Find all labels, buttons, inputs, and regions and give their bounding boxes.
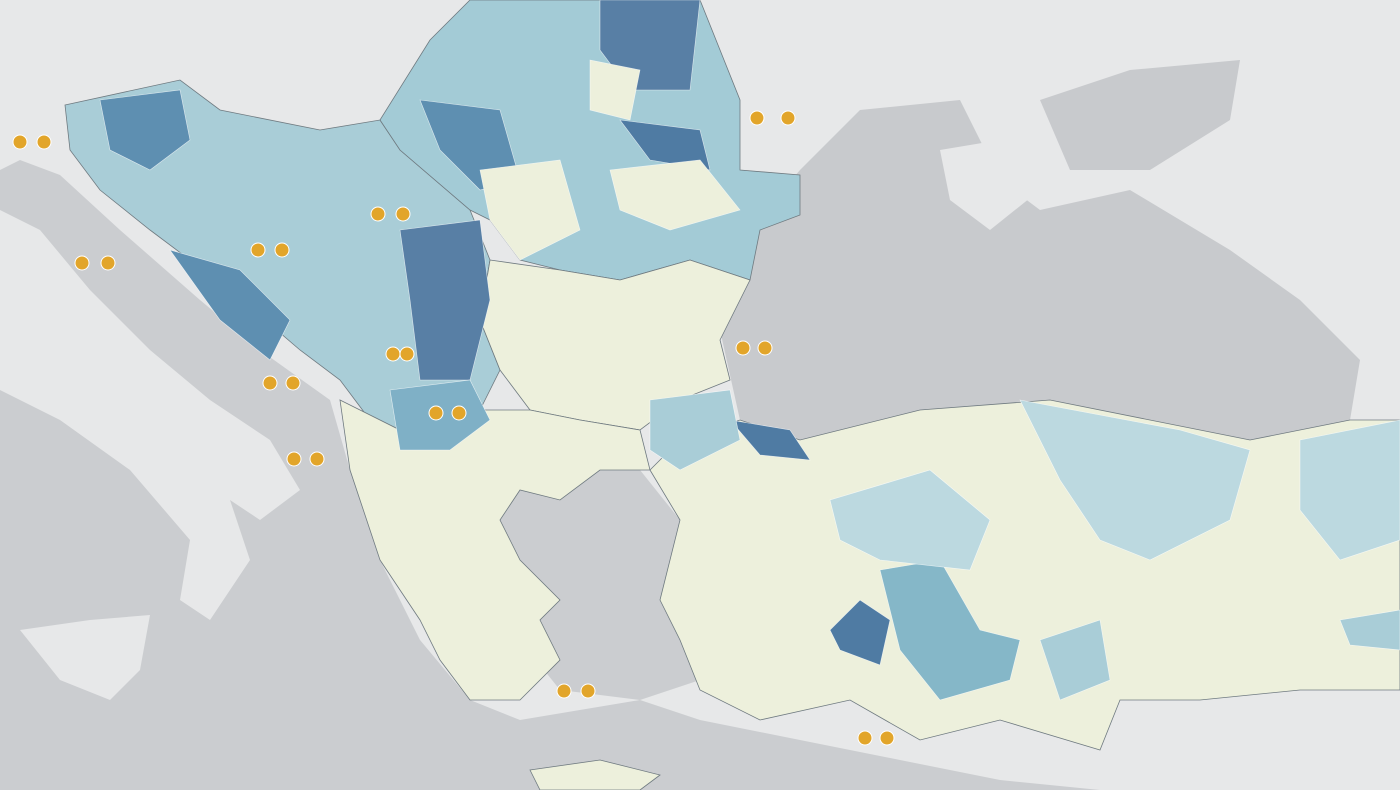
marker-pair[interactable] [428, 405, 467, 421]
marker[interactable] [780, 110, 796, 126]
region-pale [589, 59, 641, 121]
italy [0, 210, 300, 620]
region-light [649, 389, 741, 471]
region-medium [879, 559, 1021, 701]
marker[interactable] [286, 451, 302, 467]
marker-pair[interactable] [385, 346, 415, 362]
region-pale [479, 159, 581, 261]
marker-pair[interactable] [370, 206, 411, 222]
marker[interactable] [395, 206, 411, 222]
marker[interactable] [36, 134, 52, 150]
region-dark [169, 249, 291, 361]
sicily [20, 615, 150, 700]
region-dark [829, 599, 891, 666]
marker-pair[interactable] [250, 242, 290, 258]
marker[interactable] [556, 683, 572, 699]
bulgaria [479, 259, 751, 431]
marker[interactable] [12, 134, 28, 150]
marker[interactable] [857, 730, 873, 746]
region-pale [609, 159, 741, 231]
marker[interactable] [757, 340, 773, 356]
marker[interactable] [274, 242, 290, 258]
marker[interactable] [399, 346, 415, 362]
marker[interactable] [451, 405, 467, 421]
marker[interactable] [428, 405, 444, 421]
crimea [940, 140, 1040, 230]
marker[interactable] [309, 451, 325, 467]
marker[interactable] [749, 110, 765, 126]
marker-pair[interactable] [74, 255, 116, 271]
marker[interactable] [285, 375, 301, 391]
region-light [1299, 419, 1400, 561]
marker-pair[interactable] [857, 730, 895, 746]
marker[interactable] [100, 255, 116, 271]
region-light [1339, 609, 1400, 651]
marker[interactable] [370, 206, 386, 222]
greece [339, 399, 651, 701]
region-light [829, 469, 991, 571]
marker-pair[interactable] [749, 110, 796, 126]
black-sea [720, 100, 1360, 440]
marker-pair[interactable] [286, 451, 325, 467]
marker[interactable] [250, 242, 266, 258]
region-light [1019, 399, 1251, 561]
marker-pair[interactable] [262, 375, 301, 391]
marker-pair[interactable] [556, 683, 596, 699]
region-light [1039, 619, 1111, 701]
region-dark [619, 119, 711, 171]
marker[interactable] [385, 346, 401, 362]
sea-of-azov [1040, 60, 1240, 170]
marker[interactable] [735, 340, 751, 356]
marker-pair[interactable] [12, 134, 52, 150]
region-dark [99, 89, 191, 171]
mediterranean-sea [0, 160, 1100, 790]
crete [529, 759, 661, 790]
region-dark [729, 419, 811, 461]
marker-pair[interactable] [735, 340, 773, 356]
marker[interactable] [580, 683, 596, 699]
marker[interactable] [262, 375, 278, 391]
marker[interactable] [879, 730, 895, 746]
marker[interactable] [74, 255, 90, 271]
